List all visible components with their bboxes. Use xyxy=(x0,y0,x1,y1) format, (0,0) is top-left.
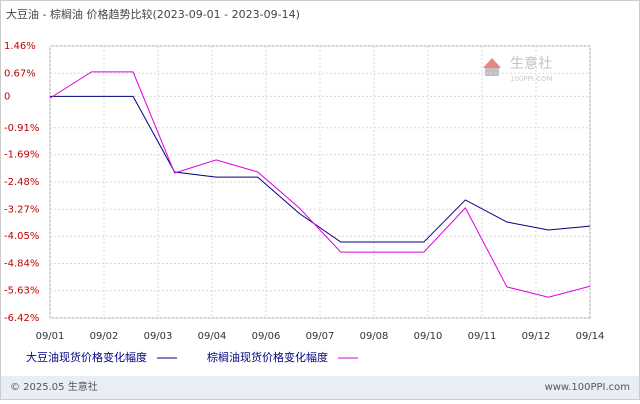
footer-copyright: © 2025.05 生意社 xyxy=(10,380,98,393)
y-tick-label: 0 xyxy=(4,91,10,102)
x-tick-label: 09/11 xyxy=(468,331,497,342)
series-line xyxy=(49,71,591,298)
x-tick-label: 09/08 xyxy=(360,331,389,342)
x-tick-label: 09/06 xyxy=(252,331,281,342)
x-tick-label: 09/14 xyxy=(576,331,605,342)
y-tick-label: -4.05% xyxy=(4,231,39,242)
x-tick-label: 09/12 xyxy=(522,331,551,342)
watermark-icon xyxy=(483,58,501,68)
y-tick-label: 0.67% xyxy=(4,68,36,79)
legend-label: 大豆油现货价格变化幅度 xyxy=(26,350,147,364)
chart-title: 大豆油 - 棕榈油 价格趋势比较(2023-09-01 - 2023-09-14… xyxy=(6,7,300,21)
y-tick-label: -1.69% xyxy=(4,150,39,161)
x-tick-label: 09/01 xyxy=(36,331,65,342)
watermark: 生意社 100PPI.COM xyxy=(483,55,553,83)
x-tick-label: 09/03 xyxy=(144,331,173,342)
watermark-icon xyxy=(485,68,499,76)
footer-bar xyxy=(1,376,639,399)
y-tick-label: -0.91% xyxy=(4,123,39,134)
x-tick-label: 09/07 xyxy=(306,331,335,342)
x-tick-label: 09/04 xyxy=(198,331,227,342)
x-tick-label: 09/02 xyxy=(90,331,119,342)
y-tick-label: -5.63% xyxy=(4,286,39,297)
legend: 大豆油现货价格变化幅度 棕榈油现货价格变化幅度 xyxy=(26,350,358,364)
legend-label: 棕榈油现货价格变化幅度 xyxy=(207,350,328,364)
footer-site: www.100PPI.com xyxy=(545,382,630,393)
watermark-name: 生意社 xyxy=(510,55,552,72)
y-tick-label: -2.48% xyxy=(4,177,39,188)
y-tick-label: -4.84% xyxy=(4,258,39,269)
series-line xyxy=(50,95,591,243)
y-tick-label: 1.46% xyxy=(4,41,36,52)
x-tick-label: 09/10 xyxy=(414,331,443,342)
y-tick-label: -3.27% xyxy=(4,204,39,215)
watermark-site: 100PPI.COM xyxy=(510,75,553,83)
y-tick-label: -6.42% xyxy=(4,313,39,324)
